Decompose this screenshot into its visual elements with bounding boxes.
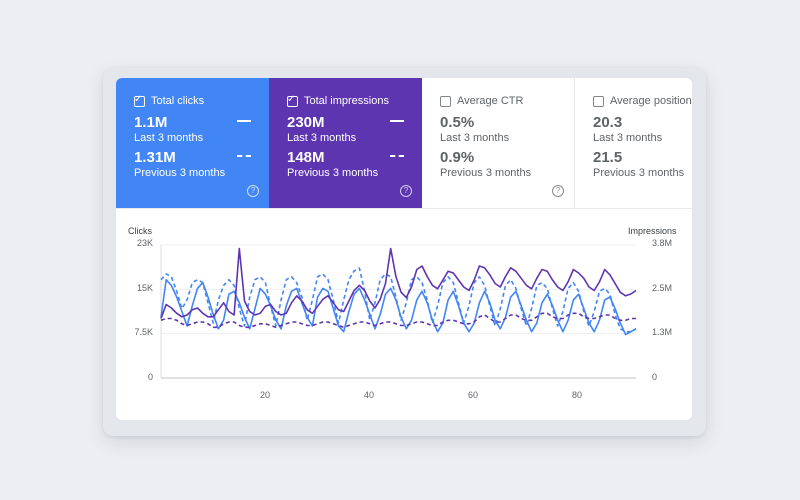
series-line-3 bbox=[160, 312, 636, 329]
right-tick-label: 1.3M bbox=[652, 327, 673, 337]
metric-value: 230M bbox=[287, 114, 325, 131]
metric-value: 1.1M bbox=[134, 114, 168, 131]
x-tick-label: 40 bbox=[363, 390, 374, 400]
solid-line-legend-icon bbox=[390, 120, 404, 122]
x-tick-label: 20 bbox=[259, 390, 270, 400]
metric-previous-value: 1.31M bbox=[134, 149, 176, 166]
metric-header[interactable]: ✓ Total impressions bbox=[287, 94, 389, 107]
metric-value: 0.5% bbox=[440, 114, 475, 131]
metric-card-total-impressions[interactable]: ✓ Total impressions 230M Last 3 months 1… bbox=[269, 78, 422, 208]
checkbox-unchecked-icon[interactable] bbox=[593, 95, 604, 107]
metric-period: Last 3 months bbox=[593, 132, 663, 144]
metric-value: 20.3 bbox=[593, 114, 623, 131]
help-icon[interactable]: ? bbox=[400, 185, 412, 197]
checkbox-checked-icon[interactable]: ✓ bbox=[134, 94, 145, 107]
series-line-1 bbox=[160, 267, 637, 333]
metric-previous-period: Previous 3 months bbox=[287, 167, 379, 179]
left-tick-label: 7.5K bbox=[134, 327, 153, 337]
metric-header[interactable]: ✓ Total clicks bbox=[134, 94, 205, 107]
divider bbox=[116, 208, 692, 209]
metric-previous-value: 0.9% bbox=[440, 149, 475, 166]
left-axis-title: Clicks bbox=[128, 226, 152, 236]
help-icon[interactable]: ? bbox=[247, 185, 259, 197]
right-tick-label: 2.5M bbox=[652, 283, 673, 293]
series-line-2 bbox=[160, 247, 637, 319]
metric-label: Total clicks bbox=[151, 95, 205, 107]
x-tick-label: 80 bbox=[571, 390, 582, 400]
right-tick-label: 0 bbox=[652, 372, 658, 382]
help-icon[interactable]: ? bbox=[552, 185, 564, 197]
metric-card-average-ctr[interactable]: Average CTR 0.5% Last 3 months 0.9% Prev… bbox=[422, 78, 575, 208]
x-tick-label: 60 bbox=[467, 390, 478, 400]
checkbox-checked-icon[interactable]: ✓ bbox=[287, 94, 298, 107]
metric-previous-period: Previous 3 months bbox=[134, 167, 226, 179]
left-tick-label: 23K bbox=[136, 238, 153, 248]
right-axis-title: Impressions bbox=[628, 226, 677, 236]
metric-label: Total impressions bbox=[304, 95, 389, 107]
left-tick-label: 15K bbox=[136, 283, 153, 293]
checkbox-unchecked-icon[interactable] bbox=[440, 95, 451, 107]
dashed-line-legend-icon bbox=[237, 155, 251, 157]
solid-line-legend-icon bbox=[237, 120, 251, 122]
performance-line-chart[interactable] bbox=[116, 78, 692, 420]
metric-period: Last 3 months bbox=[287, 132, 357, 144]
metric-previous-value: 148M bbox=[287, 149, 325, 166]
performance-panel: ✓ Total clicks 1.1M Last 3 months 1.31M … bbox=[116, 78, 692, 420]
metric-period: Last 3 months bbox=[440, 132, 510, 144]
metric-card-total-clicks[interactable]: ✓ Total clicks 1.1M Last 3 months 1.31M … bbox=[116, 78, 269, 208]
metric-cards: ✓ Total clicks 1.1M Last 3 months 1.31M … bbox=[116, 78, 692, 208]
left-tick-label: 0 bbox=[147, 372, 153, 382]
metric-label: Average CTR bbox=[457, 95, 524, 107]
metric-label: Average position bbox=[610, 95, 692, 107]
metric-previous-period: Previous 3 months bbox=[593, 167, 685, 179]
dashed-line-legend-icon bbox=[390, 155, 404, 157]
metric-previous-period: Previous 3 months bbox=[440, 167, 532, 179]
metric-header[interactable]: Average CTR bbox=[440, 95, 523, 107]
metric-previous-value: 21.5 bbox=[593, 149, 623, 166]
metric-period: Last 3 months bbox=[134, 132, 204, 144]
right-tick-label: 3.8M bbox=[652, 238, 673, 248]
metric-header[interactable]: Average position bbox=[593, 95, 692, 107]
metric-card-average-position[interactable]: Average position 20.3 Last 3 months 21.5… bbox=[575, 78, 692, 208]
